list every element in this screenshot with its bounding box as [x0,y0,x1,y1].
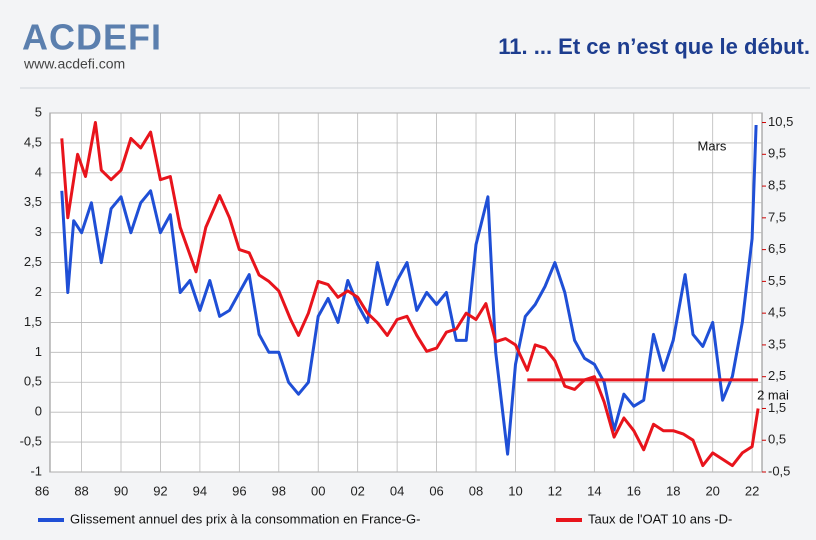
x-tick-label: 92 [153,483,167,498]
y2-tick-label: 9,5 [768,146,786,161]
y2-tick-label: 1,5 [768,400,786,415]
x-tick-label: 86 [35,483,49,498]
y2-tick-label: 0,5 [768,432,786,447]
y-tick-label: -1 [30,463,42,478]
y-tick-label: 4,5 [24,134,42,149]
y2-tick-label: 10,5 [768,114,793,129]
annotation: Mars [698,138,727,153]
logo-url: www.acdefi.com [23,56,125,72]
x-tick-label: 18 [666,483,680,498]
x-tick-label: 96 [232,483,246,498]
series-line [60,121,760,468]
y2-tick-label: 8,5 [768,178,786,193]
y2-tick-label: 2,5 [768,368,786,383]
legend-label: Taux de l'OAT 10 ans -D- [588,511,732,526]
y-tick-label: 1,5 [24,314,42,329]
logo: ACDEFI [22,17,162,58]
x-tick-label: 14 [587,483,601,498]
x-tick-label: 90 [114,483,128,498]
y2-tick-label: 5,5 [768,273,786,288]
x-tick-label: 00 [311,483,325,498]
y-tick-label: 0,5 [24,374,42,389]
y-tick-label: 4 [35,164,42,179]
legend-label: Glissement annuel des prix à la consomma… [70,511,420,526]
x-tick-label: 22 [745,483,759,498]
y-tick-label: 1 [35,344,42,359]
y-tick-label: 2 [35,284,42,299]
y-tick-label: 5 [35,104,42,119]
series-line [60,124,758,456]
y-tick-label: -0,5 [20,434,42,449]
x-tick-label: 02 [350,483,364,498]
x-tick-label: 16 [627,483,641,498]
x-tick-label: 08 [469,483,483,498]
y2-tick-label: -0,5 [768,463,790,478]
chart-title: 11. ... Et ce n’est que le début. [498,34,810,59]
x-tick-label: 04 [390,483,404,498]
x-tick-label: 10 [508,483,522,498]
y-tick-label: 3,5 [24,194,42,209]
y-tick-label: 3 [35,224,42,239]
y2-tick-label: 4,5 [768,305,786,320]
annotation: 2 mai [757,387,789,402]
x-tick-label: 88 [74,483,88,498]
y-tick-label: 0 [35,404,42,419]
x-tick-label: 06 [429,483,443,498]
y2-tick-label: 6,5 [768,241,786,256]
y2-tick-label: 3,5 [768,336,786,351]
x-tick-label: 12 [548,483,562,498]
y2-tick-label: 7,5 [768,209,786,224]
y-tick-label: 2,5 [24,254,42,269]
x-tick-label: 20 [705,483,719,498]
x-tick-label: 98 [272,483,286,498]
x-tick-label: 94 [193,483,207,498]
